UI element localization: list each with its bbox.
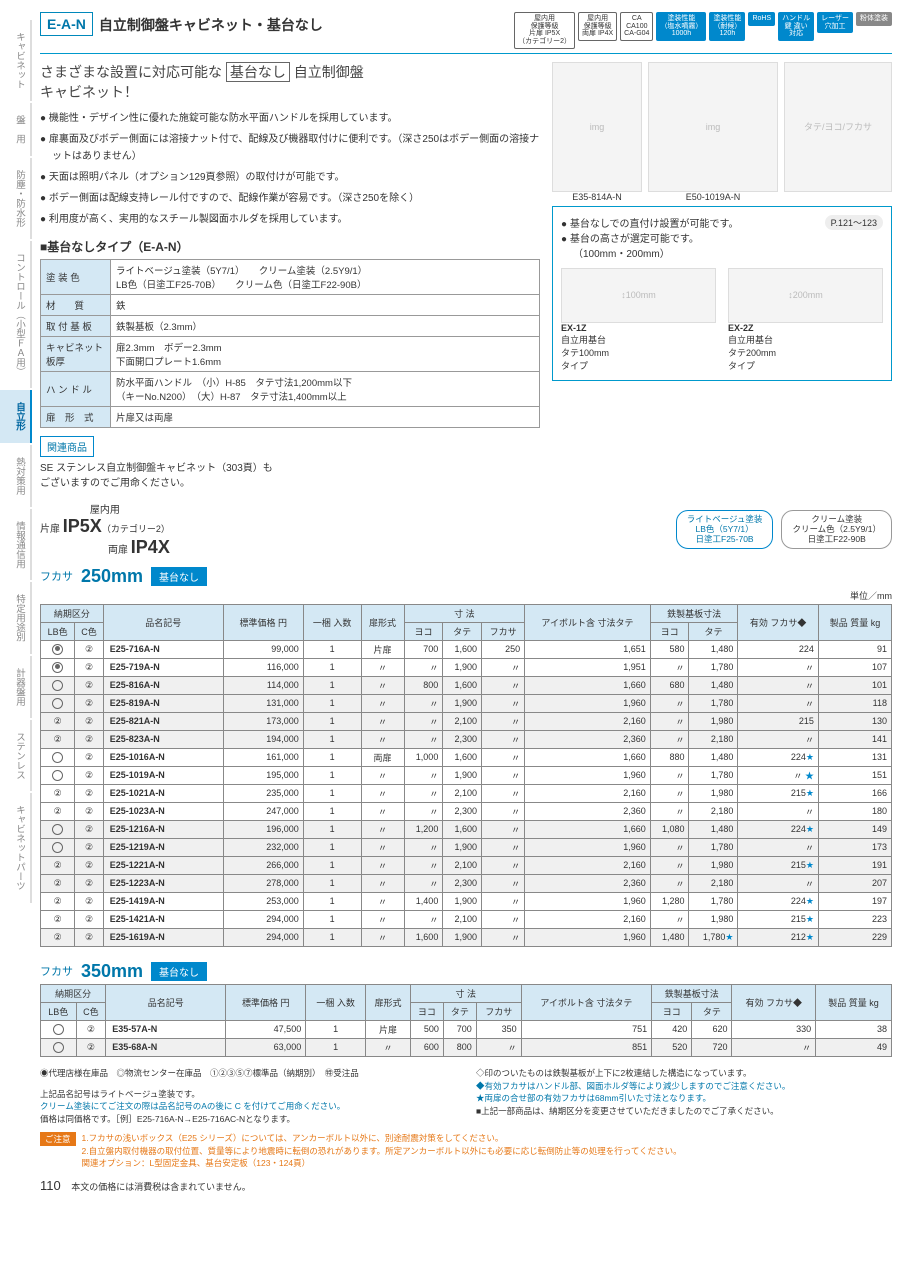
sidebar-tab[interactable]: コントロール（小型ＦＡ用）	[0, 241, 32, 389]
spec-title: ■基台なしタイプ（E-A-N）	[40, 238, 540, 255]
order-notes: 上記品名記号はライトベージュ塗装です。 クリーム塗装にてご注文の際は品名記号のA…	[40, 1088, 456, 1126]
badge: 塗装性能 （塩水噴霧） 1000h	[656, 12, 706, 41]
badge: RoHS	[748, 12, 775, 26]
sidebar-tab[interactable]: 自立形	[0, 390, 32, 443]
badge: レーザー 穴加工	[817, 12, 853, 33]
paint-lb: ライトベージュ塗装 LB色（5Y7/1） 日塗工F25-70B	[676, 510, 774, 549]
paint-cream: クリーム塗装 クリーム色（2.5Y9/1） 日塗工F22-90B	[781, 510, 892, 549]
sidebar-tab[interactable]: ステンレス	[0, 720, 32, 792]
badges: 屋内用 保護等級 片扉 IP5X （カテゴリー2）屋内用 保護等級 両扉 IP4…	[514, 12, 892, 49]
unit-label: 単位／mm	[40, 589, 892, 602]
symbol-notes: ◇印のついたものは鉄製基板が上下に2枚連結した構造になっています。 ◆有効フカサ…	[476, 1067, 892, 1126]
sidebar-tab[interactable]: 情報通信用	[0, 509, 32, 581]
sidebar-tab[interactable]: 特定用途別	[0, 582, 32, 654]
data-table-250: 納期区分品名記号標準価格 円一梱 入数扉形式寸 法アイボルト含 寸法タテ鉄製基板…	[40, 604, 892, 947]
base-img-1z: ↕100mm	[561, 268, 716, 323]
sidebar: キャビネット盤 用防塵・防水形コントロール（小型ＦＡ用）自立形熱対策用情報通信用…	[0, 12, 32, 1193]
badge: 屋内用 保護等級 両扉 IP4X	[578, 12, 617, 41]
fukasa-250: フカサ 250mm 基台なし	[40, 566, 892, 587]
lead: さまざまな設置に対応可能な 基台なし 自立制御盤 キャビネット！	[40, 62, 540, 102]
product-code: E-A-N	[40, 12, 93, 36]
sidebar-tab[interactable]: キャビネットパーツ	[0, 793, 32, 903]
product-image-a: img	[552, 62, 642, 192]
ip-bar: 屋内用 片扉 IP5X（カテゴリー2） 両扉 IP4X ライトベージュ塗装 LB…	[40, 501, 892, 558]
related-label: 関連商品	[40, 436, 94, 457]
spec-table: 塗 装 色ライトベージュ塗装（5Y7/1） クリーム塗装（2.5Y9/1） LB…	[40, 259, 540, 428]
badge: 屋内用 保護等級 片扉 IP5X （カテゴリー2）	[514, 12, 575, 49]
sidebar-tab[interactable]: キャビネット	[0, 20, 32, 101]
legend: ◉代理店様在庫品 ◎物流センター在庫品 ①②③⑤⑦標準品（納期別） ㊕受注品	[40, 1067, 456, 1080]
badge: 粉体塗装	[856, 12, 892, 26]
sidebar-tab[interactable]: 計器盤用	[0, 656, 32, 718]
sidebar-tab[interactable]: 盤 用	[0, 103, 32, 156]
dim-diagram: タテ/ヨコ/フカサ	[784, 62, 892, 192]
badge: CA CA100 CA-G04	[620, 12, 653, 41]
badge: 塗装性能 （耐候） 120h	[709, 12, 745, 41]
badge: ハンドル 鍵 違い 対応	[778, 12, 814, 41]
sidebar-tab[interactable]: 防塵・防水形	[0, 158, 32, 239]
page-title: 自立制御盤キャビネット・基台なし	[99, 12, 323, 35]
header: E-A-N 自立制御盤キャビネット・基台なし 屋内用 保護等級 片扉 IP5X …	[40, 12, 892, 54]
sidebar-tab[interactable]: 熱対策用	[0, 445, 32, 507]
base-option-box: P.121～123 ● 基台なしでの直付け設置が可能です。 ● 基台の高さが選定…	[552, 206, 892, 381]
footer: 110 本文の価格には消費税は含まれていません。	[40, 1178, 892, 1193]
data-table-350: 納期区分品名記号標準価格 円一梱 入数扉形式寸 法アイボルト含 寸法タテ鉄製基板…	[40, 984, 892, 1057]
main: E-A-N 自立制御盤キャビネット・基台なし 屋内用 保護等級 片扉 IP5X …	[32, 12, 892, 1193]
product-image-b: img	[648, 62, 778, 192]
related-text: SE ステンレス自立制御盤キャビネット（303頁）も ございますのでご用命くださ…	[40, 459, 540, 489]
feature-bullets: ● 機能性・デザイン性に優れた施錠可能な防水平面ハンドルを採用しています。● 扉…	[40, 110, 540, 228]
base-img-2z: ↕200mm	[728, 268, 883, 323]
caution: ご注意 1.フカサの浅いボックス（E25 シリーズ）については、アンカーボルト以…	[40, 1132, 892, 1170]
fukasa-350: フカサ 350mm 基台なし	[40, 961, 892, 982]
